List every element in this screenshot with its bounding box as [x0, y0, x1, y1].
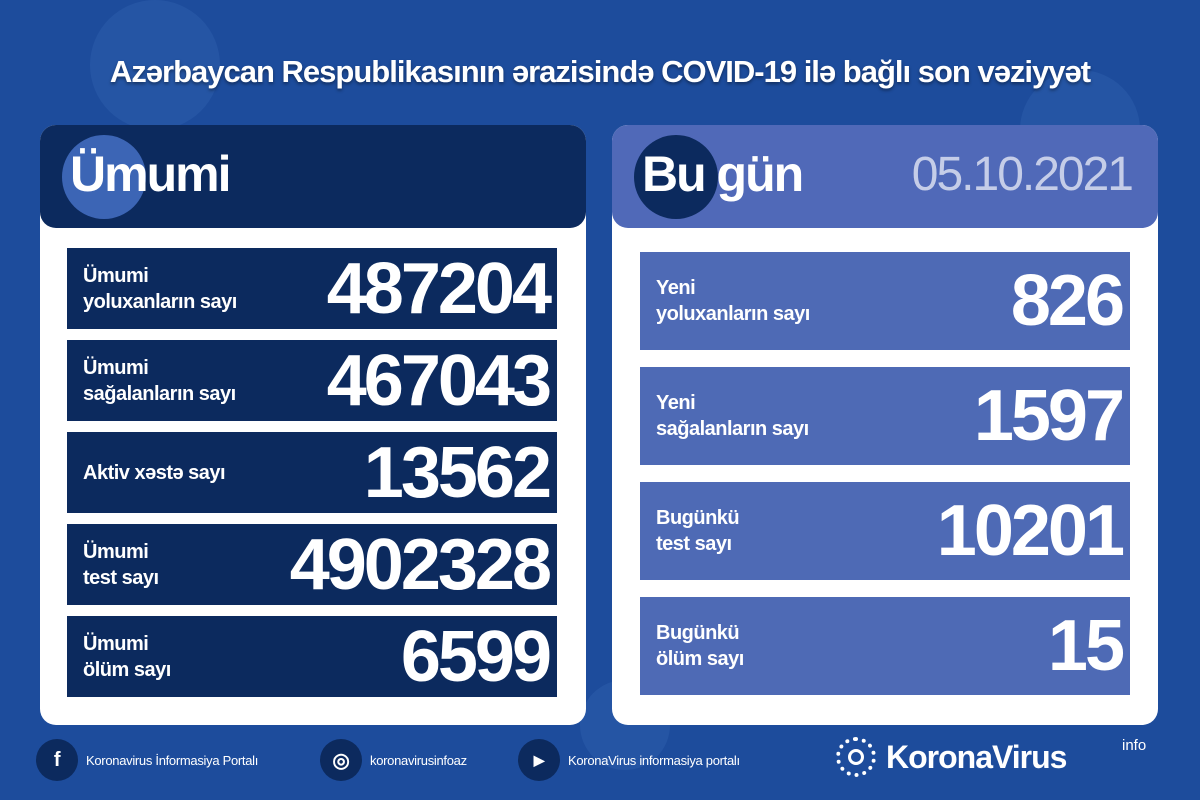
- text: 467043: [326, 340, 552, 421]
- instagram-icon: ◎: [320, 739, 362, 781]
- today-heading: Bu gün: [642, 145, 804, 203]
- text: 4902328: [289, 524, 552, 605]
- text: 10201: [936, 491, 1125, 571]
- brand-sup: info: [1122, 737, 1147, 754]
- text: yoluxanların sayı: [83, 290, 237, 313]
- text: 15: [1047, 606, 1125, 686]
- text: 13562: [363, 432, 552, 513]
- stat-row: Aktiv xəstə sayı 13562: [67, 432, 557, 513]
- text: 1597: [973, 376, 1125, 456]
- text: 10201: [936, 491, 1125, 571]
- stat-row: Ümumi yoluxanların sayı 487204: [67, 248, 557, 329]
- text: Bugünkü ölüm sayı: [656, 620, 744, 672]
- text: test sayı: [656, 533, 732, 555]
- youtube-icon: ▶: [518, 739, 560, 781]
- text: Bu gün: [642, 146, 804, 202]
- text: sağalanların sayı: [656, 418, 809, 440]
- text: Bugünkü: [656, 622, 740, 644]
- text: 467043: [326, 340, 552, 421]
- text: Ümumi: [83, 540, 149, 563]
- text: Bugünkü test sayı: [656, 505, 740, 557]
- text: Ümumi: [83, 264, 149, 287]
- text: 487204: [326, 248, 552, 329]
- text: Koronavirus İnformasiya Portalı: [86, 752, 259, 768]
- facebook-icon: f: [36, 739, 78, 781]
- text: 6599: [400, 616, 552, 697]
- virus-decoration: [90, 0, 220, 130]
- text: Bugünkü: [656, 507, 740, 529]
- text: sağalanların sayı: [83, 382, 236, 405]
- text: Aktiv xəstə sayı: [83, 461, 226, 484]
- text: Ümumi test sayı: [83, 539, 159, 591]
- total-heading: Ümumi: [70, 145, 231, 203]
- text: ölüm sayı: [83, 658, 171, 681]
- text: 6599: [400, 616, 552, 697]
- stat-row: Ümumi ölüm sayı 6599: [67, 616, 557, 697]
- text: 487204: [326, 248, 552, 329]
- text: 826: [1010, 261, 1125, 341]
- date: 05.10.2021: [911, 147, 1134, 202]
- stat-row: Bugünkü test sayı 10201: [640, 482, 1130, 580]
- sun-logo-icon: [836, 737, 876, 777]
- text: Ümumi: [83, 356, 149, 379]
- instagram-link[interactable]: ◎ koronavirusinfoaz: [320, 739, 467, 781]
- text: 826: [1010, 261, 1125, 341]
- total-panel: Ümumi Ümumi yoluxanların sayı 487204 Ümumi…: [40, 125, 586, 725]
- text: 13562: [363, 432, 552, 513]
- text: koronavirusinfoaz: [370, 752, 467, 768]
- footer: f Koronavirus İnformasiya Portalı ◎ korona…: [0, 735, 1200, 785]
- text: test sayı: [83, 566, 159, 589]
- brand-logo: KoronaVirus: [836, 737, 1067, 777]
- text: Yeni yoluxanların sayı: [656, 275, 810, 327]
- stat-row: Ümumi sağalanların sayı 467043: [67, 340, 557, 421]
- text: Ümumi ölüm sayı: [83, 631, 171, 683]
- text: 05.10.2021: [911, 148, 1134, 201]
- text: KoronaVirus informasiya portalı: [568, 752, 740, 768]
- text: ölüm sayı: [656, 648, 744, 670]
- text: Yeni: [656, 277, 696, 299]
- text: 1597: [973, 376, 1125, 456]
- stat-row: Yeni sağalanların sayı 1597: [640, 367, 1130, 465]
- text: Ümumi yoluxanların sayı: [83, 263, 237, 315]
- text: Ümumi: [83, 632, 149, 655]
- text: Ümumi: [70, 146, 231, 202]
- stat-row: Ümumi test sayı 4902328: [67, 524, 557, 605]
- text: 15: [1047, 606, 1125, 686]
- today-panel: Bu gün 05.10.2021 Yeni yoluxanların sayı 8…: [612, 125, 1158, 725]
- page-title: Azərbaycan Respublikasının ərazisində CO…: [20, 54, 1180, 90]
- text: Aktiv xəstə sayı: [83, 460, 226, 486]
- text: Ümumi sağalanların sayı: [83, 355, 236, 407]
- text: Azərbaycan Respublikasının ərazisində CO…: [109, 54, 1091, 89]
- text: KoronaVirus: [886, 738, 1067, 775]
- virus-icon: [62, 135, 146, 219]
- text: Yeni sağalanların sayı: [656, 390, 809, 442]
- today-header: Bu gün 05.10.2021: [612, 125, 1158, 228]
- youtube-link[interactable]: ▶ KoronaVirus informasiya portalı: [518, 739, 740, 781]
- virus-icon: [634, 135, 718, 219]
- text: Yeni: [656, 392, 696, 414]
- stat-row: Yeni yoluxanların sayı 826: [640, 252, 1130, 350]
- text: yoluxanların sayı: [656, 303, 810, 325]
- facebook-link[interactable]: f Koronavirus İnformasiya Portalı: [36, 739, 258, 781]
- stat-row: Bugünkü ölüm sayı 15: [640, 597, 1130, 695]
- total-header: Ümumi: [40, 125, 586, 228]
- text: 4902328: [289, 524, 552, 605]
